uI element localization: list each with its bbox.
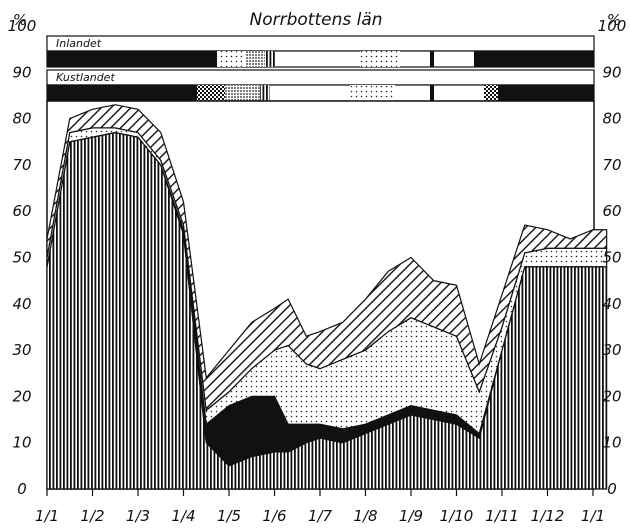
y-tick-left: 10 <box>12 434 31 452</box>
x-tick-label: 1/7 <box>308 507 333 525</box>
y-tick-left: 30 <box>12 341 31 359</box>
band-kustlandet: Kustlandet <box>47 70 594 101</box>
x-tick-label: 1/2 <box>80 507 104 525</box>
x-tick-label: 1/10 <box>440 507 474 525</box>
x-tick-label: 1/5 <box>217 507 241 525</box>
y-tick-right: 70 <box>602 156 621 174</box>
x-tick-label: 1/11 <box>485 507 519 525</box>
y-tick-left: 70 <box>12 156 31 174</box>
y-tick-right: 100 <box>598 17 627 35</box>
x-tick-label: 1/12 <box>531 507 565 525</box>
y-axis-left: 0 10 20 30 40 50 60 70 80 90 100 <box>8 17 37 498</box>
x-axis: 1/1 1/2 1/3 1/4 1/5 1/6 1/7 1/8 1/9 1/10 1/11 1/12 1… <box>35 489 605 525</box>
y-tick-right: 40 <box>602 295 621 313</box>
y-tick-left: 0 <box>17 480 27 498</box>
x-tick-label: 1/1 <box>581 507 605 525</box>
band-kustlandet-label: Kustlandet <box>56 71 115 84</box>
y-tick-right: 0 <box>607 480 617 498</box>
band-inlandet: Inlandet <box>47 36 594 67</box>
y-tick-left: 100 <box>8 17 37 35</box>
x-tick-label: 1/8 <box>353 507 377 525</box>
y-tick-left: 80 <box>12 110 31 128</box>
x-tick-label: 1/9 <box>399 507 423 525</box>
y-tick-right: 50 <box>602 249 621 267</box>
y-tick-right: 90 <box>602 63 621 81</box>
y-tick-right: 60 <box>602 202 621 220</box>
y-tick-left: 90 <box>12 63 31 81</box>
chart-title: Norrbottens län <box>249 10 382 30</box>
x-tick-label: 1/3 <box>126 507 150 525</box>
y-tick-left: 20 <box>12 387 31 405</box>
y-tick-right: 30 <box>602 341 621 359</box>
x-tick-label: 1/1 <box>35 507 59 525</box>
y-tick-right: 80 <box>602 110 621 128</box>
x-tick-label: 1/6 <box>262 507 286 525</box>
y-tick-right: 20 <box>602 387 621 405</box>
y-tick-left: 60 <box>12 202 31 220</box>
y-tick-left: 50 <box>12 249 31 267</box>
band-inlandet-label: Inlandet <box>56 37 102 50</box>
y-tick-right: 10 <box>602 434 621 452</box>
y-tick-left: 40 <box>12 295 31 313</box>
x-tick-label: 1/4 <box>171 507 195 525</box>
